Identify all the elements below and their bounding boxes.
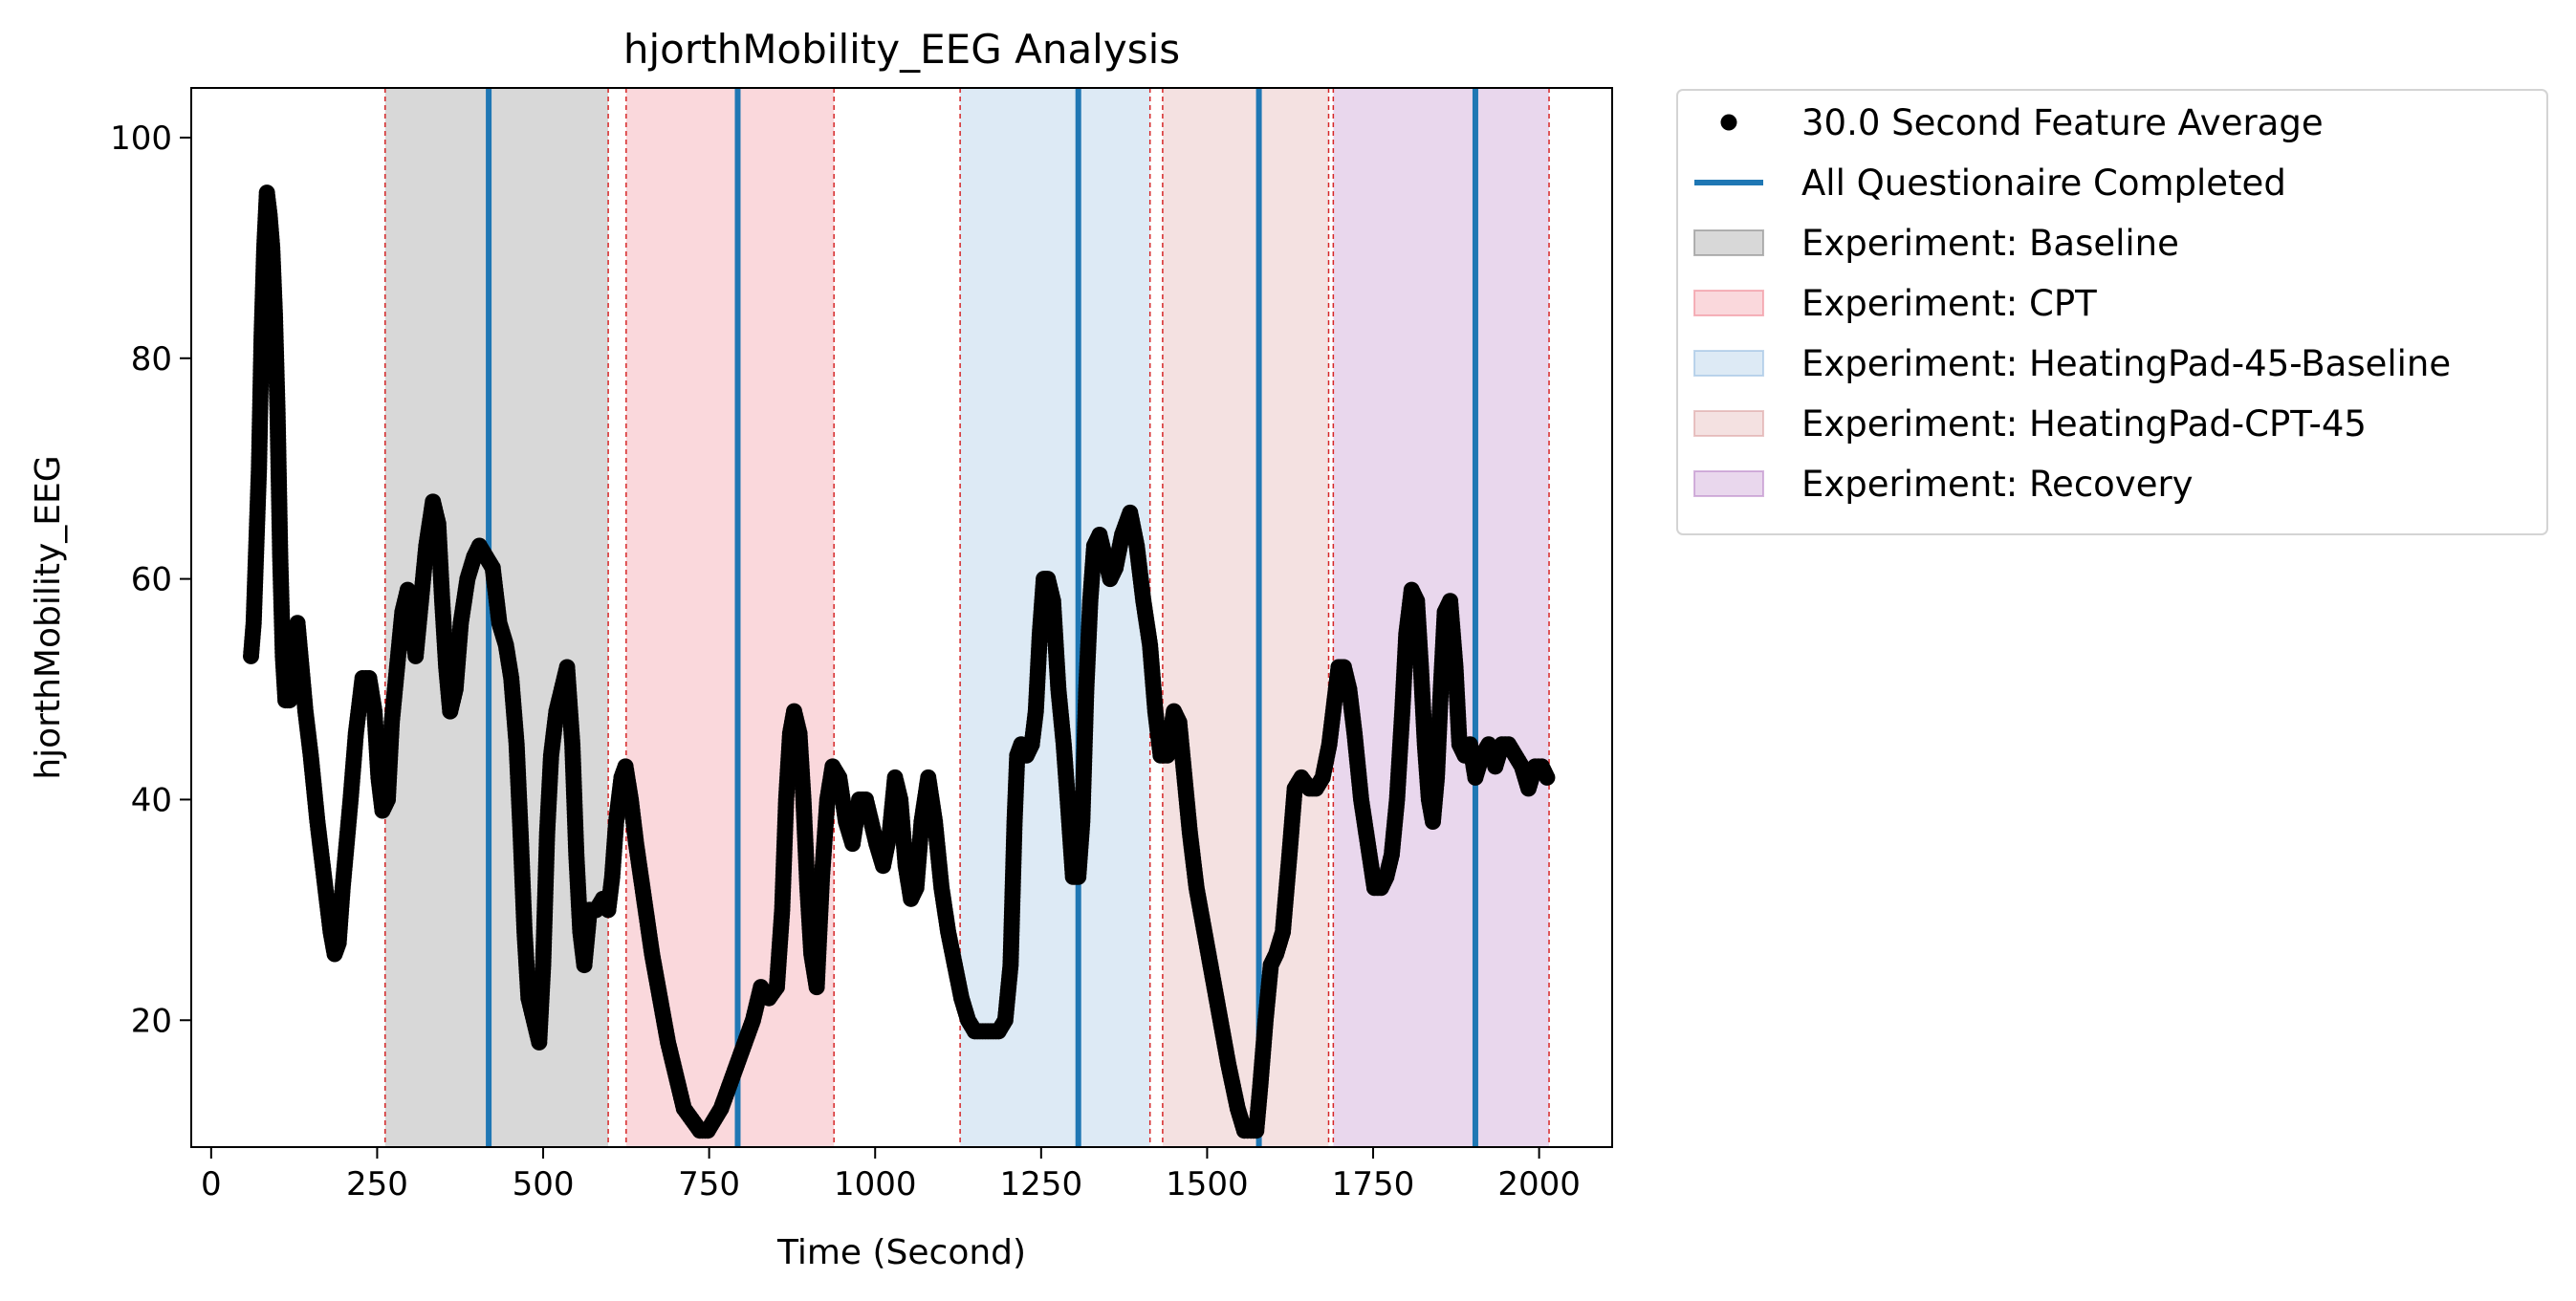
y-tick-label: 20 — [131, 1002, 172, 1040]
y-axis-label: hjorthMobility_EEG — [29, 455, 68, 779]
legend-label: Experiment: HeatingPad-CPT-45 — [1801, 403, 2367, 445]
x-axis-ticks: 0 250 500 750 1000 1250 1500 1750 2000 — [201, 1147, 1581, 1203]
legend-box — [1676, 89, 2548, 535]
legend-label: Experiment: HeatingPad-45-Baseline — [1801, 343, 2451, 384]
y-tick-label: 40 — [131, 781, 172, 819]
legend-label: 30.0 Second Feature Average — [1801, 102, 2324, 143]
y-tick-label: 60 — [131, 561, 172, 599]
legend-label: Experiment: CPT — [1801, 283, 2097, 324]
x-tick-label: 500 — [513, 1165, 575, 1203]
experiment-span — [1162, 88, 1329, 1147]
legend-label: Experiment: Baseline — [1801, 223, 2179, 264]
y-tick-label: 80 — [131, 340, 172, 379]
x-axis-label: Time (Second) — [776, 1233, 1026, 1272]
questionnaire-lines — [486, 88, 1478, 1147]
plot-frame — [190, 87, 1613, 1148]
legend-patch — [1693, 410, 1764, 437]
x-tick-label: 1250 — [1000, 1165, 1083, 1203]
legend: 30.0 Second Feature Average All Questiona… — [1676, 89, 2548, 535]
chart-title: hjorthMobility_EEG Analysis — [623, 26, 1180, 73]
x-tick-label: 1000 — [834, 1165, 917, 1203]
data-points — [242, 184, 1556, 1139]
legend-label: All Questionaire Completed — [1801, 163, 2286, 204]
legend-label: Experiment: Recovery — [1801, 464, 2194, 505]
x-tick-label: 250 — [346, 1165, 408, 1203]
x-tick-label: 0 — [201, 1165, 222, 1203]
y-tick-label: 100 — [110, 119, 172, 158]
data-point — [1539, 769, 1556, 786]
legend-patch — [1693, 350, 1764, 377]
x-tick-label: 1750 — [1332, 1165, 1415, 1203]
x-tick-label: 2000 — [1497, 1165, 1581, 1203]
y-axis-ticks: 20 40 60 80 100 — [110, 119, 191, 1040]
legend-patch — [1693, 290, 1764, 316]
legend-patch — [1693, 229, 1764, 256]
legend-marker — [1720, 114, 1737, 131]
experiment-boundaries — [384, 88, 1550, 1147]
x-tick-label: 750 — [678, 1165, 740, 1203]
legend-patch — [1693, 470, 1764, 497]
x-tick-label: 1500 — [1166, 1165, 1249, 1203]
